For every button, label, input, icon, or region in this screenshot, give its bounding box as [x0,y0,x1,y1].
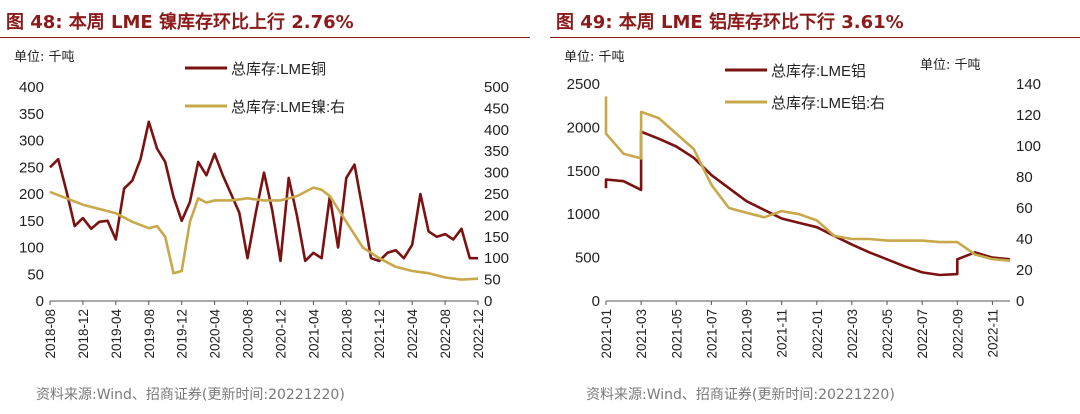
y-left-tick-label: 0 [592,293,600,310]
y-left-tick-label: 1000 [567,206,600,223]
y-right-tick-label: 250 [484,186,509,203]
x-tick-label: 2020-04 [208,309,223,359]
series-line-0 [49,120,478,263]
legend-label: 总库存:LME铜 [231,61,326,78]
x-tick-label: 2022-05 [880,309,895,359]
unit-label: 单位: 千吨 [14,50,75,65]
y-left-tick-label: 100 [19,240,44,257]
y-left-tick-label: 150 [19,213,44,230]
x-tick-label: 2019-08 [142,309,157,359]
y-right-tick-label: 400 [484,122,509,139]
x-tick-label: 2021-11 [775,309,790,358]
title-divider [550,37,1080,38]
y-right-tick-label: 0 [1016,293,1024,310]
x-tick-label: 2022-09 [950,309,965,359]
y-right-tick-label: 100 [484,250,509,267]
y-right-tick-label: 350 [484,143,509,160]
y-left-tick-label: 2500 [567,76,600,93]
x-tick-label: 2022-11 [985,309,1000,358]
line-chart: 0 50 100 150 200 250 300 350 400 0 50 100 150 200 250 3… [19,61,509,359]
chart-panel-aluminum: 图 49: 本周 LME 铝库存环比下行 3.61% 单位: 千吨 单位: 千吨… [550,0,1080,414]
title-divider [0,37,530,38]
chart-panel-nickel: 图 48: 本周 LME 镍库存环比上行 2.76% 单位: 千吨 0 50 100… [0,0,530,414]
x-tick-label: 2021-08 [339,309,354,359]
x-tick-label: 2022-01 [810,309,825,359]
legend-label: 总库存:LME镍:右 [231,98,345,116]
y-right-tick-label: 20 [1016,262,1033,279]
x-tick-label: 2021-12 [372,309,387,359]
x-tick-label: 2022-04 [405,309,420,359]
y-right-tick-label: 500 [484,79,509,96]
y-right-tick-label: 450 [484,100,509,117]
y-right-tick-label: 50 [484,272,501,289]
y-left-tick-label: 300 [19,133,44,150]
x-tick-label: 2019-12 [175,309,190,359]
x-tick-label: 2022-12 [471,309,486,359]
x-tick-label: 2021-05 [669,309,684,359]
y-left-tick-label: 2000 [567,119,600,136]
unit-label: 单位: 千吨 [564,50,625,65]
y-left-tick-label: 400 [19,79,44,96]
legend-label: 总库存:LME铝 [771,63,866,80]
unit-label-right: 单位: 千吨 [920,58,981,73]
x-tick-label: 2022-07 [915,309,930,359]
y-right-tick-label: 150 [484,229,509,246]
series-line-1 [49,186,479,281]
y-right-tick-label: 40 [1016,231,1033,248]
x-tick-label: 2021-07 [704,309,719,359]
y-left-tick-label: 1500 [567,163,600,180]
line-chart: 0 500 1000 1500 2000 2500 0 20 40 60 80 100 120 140 20… [567,63,1041,359]
x-tick-label: 2018-12 [76,309,91,359]
chart-title: 图 49: 本周 LME 铝库存环比下行 3.61% [556,12,904,33]
x-tick-label: 2022-08 [438,309,453,359]
source-note: 资料来源:Wind、招商证券(更新时间:20221220) [36,387,345,403]
x-tick-label: 2021-04 [306,309,321,359]
y-right-tick-label: 300 [484,165,509,182]
series-line-1 [604,96,1011,262]
x-tick-label: 2021-03 [634,309,649,359]
x-tick-label: 2020-12 [273,309,288,359]
y-right-tick-label: 140 [1016,76,1041,93]
chart-title: 图 48: 本周 LME 镍库存环比上行 2.76% [6,12,354,33]
x-tick-label: 2021-09 [740,309,755,359]
y-left-tick-label: 500 [575,250,600,267]
x-tick-label: 2018-08 [43,309,58,359]
y-left-tick-label: 350 [19,106,44,123]
y-right-tick-label: 200 [484,207,509,224]
x-tick-label: 2020-08 [241,309,256,359]
source-note: 资料来源:Wind、招商证券(更新时间:20221220) [586,387,895,403]
legend-label: 总库存:LME铝:右 [771,95,885,112]
y-right-tick-label: 0 [484,293,492,310]
y-right-tick-label: 100 [1016,138,1041,155]
x-tick-label: 2021-01 [599,309,614,359]
y-left-tick-label: 0 [36,293,44,310]
y-right-tick-label: 80 [1016,169,1033,186]
x-tick-label: 2019-04 [109,309,124,359]
y-right-tick-label: 60 [1016,200,1033,217]
y-left-tick-label: 200 [19,186,44,203]
y-right-tick-label: 120 [1016,107,1041,124]
y-left-tick-label: 250 [19,159,44,176]
series-line-0 [604,130,1011,277]
y-left-tick-label: 50 [27,266,44,283]
x-tick-label: 2022-03 [845,309,860,359]
